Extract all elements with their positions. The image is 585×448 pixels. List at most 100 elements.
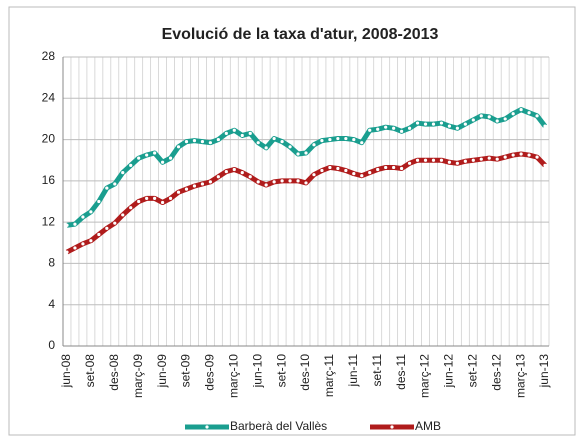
data-point (463, 122, 467, 126)
data-point (527, 111, 531, 115)
x-tick-label: març-11 (322, 354, 336, 397)
data-point (495, 119, 499, 123)
data-point (439, 121, 444, 125)
data-point (65, 223, 69, 227)
x-tick-label: des-10 (298, 354, 312, 391)
data-point (240, 133, 244, 138)
data-point (224, 169, 228, 174)
data-point (455, 161, 459, 165)
data-point (368, 128, 372, 132)
y-tick-label: 0 (48, 338, 55, 352)
data-point (105, 226, 109, 230)
data-point (264, 183, 268, 187)
data-point (352, 137, 356, 142)
data-point (81, 215, 85, 219)
data-point (288, 179, 292, 183)
data-point (463, 159, 467, 163)
y-tick-label: 24 (42, 90, 56, 104)
x-tick-label: jun-13 (537, 354, 551, 389)
x-tick-label: març-12 (418, 354, 432, 398)
data-point (272, 180, 276, 184)
data-point (455, 126, 459, 130)
y-tick-label: 4 (48, 297, 55, 311)
data-point (296, 179, 300, 183)
data-point (423, 122, 428, 126)
data-point (439, 158, 444, 162)
data-point (232, 167, 236, 172)
data-point (208, 180, 212, 184)
data-point (471, 158, 475, 162)
data-point (192, 139, 197, 143)
data-point (407, 126, 412, 130)
data-point (543, 163, 547, 167)
legend-marker (205, 425, 209, 429)
data-point (320, 168, 324, 173)
data-point (176, 145, 181, 149)
legend-marker (390, 425, 394, 429)
data-point (137, 199, 141, 204)
x-tick-label: jun-10 (250, 354, 264, 389)
data-point (407, 161, 412, 165)
data-point (129, 163, 133, 167)
data-point (328, 165, 332, 170)
data-point (73, 222, 77, 226)
data-point (216, 175, 220, 179)
data-point (184, 140, 189, 144)
data-point (336, 136, 340, 141)
x-tick-label: set-12 (465, 354, 479, 388)
data-point (328, 137, 332, 142)
data-point (312, 173, 316, 177)
data-point (153, 196, 157, 201)
data-point (200, 182, 205, 186)
data-point (304, 181, 308, 185)
data-point (352, 172, 356, 176)
data-point (240, 171, 244, 175)
x-tick-label: set-09 (179, 354, 193, 388)
data-point (65, 250, 69, 254)
y-tick-label: 16 (42, 173, 56, 187)
data-point (200, 140, 205, 144)
x-tick-label: des-12 (489, 354, 503, 391)
data-point (392, 165, 396, 170)
data-point (113, 221, 117, 225)
data-point (89, 210, 93, 214)
y-tick-label: 20 (42, 132, 56, 146)
legend-label: Barberà del Vallès (230, 419, 327, 433)
data-point (160, 160, 165, 164)
data-point (543, 124, 547, 128)
data-point (145, 196, 149, 201)
y-tick-label: 28 (42, 49, 56, 63)
data-point (184, 187, 189, 191)
data-point (256, 180, 260, 184)
data-point (320, 139, 324, 143)
data-point (105, 186, 109, 190)
data-point (495, 157, 499, 161)
data-point (129, 206, 133, 210)
data-point (479, 157, 483, 161)
data-point (503, 117, 507, 121)
data-point (176, 190, 181, 194)
data-point (248, 175, 252, 179)
x-tick-label: març-10 (226, 354, 240, 398)
data-point (248, 131, 252, 135)
x-tick-label: març-09 (131, 354, 145, 398)
data-point (97, 199, 101, 204)
data-point (280, 179, 284, 183)
x-tick-label: set-08 (83, 354, 97, 388)
data-point (224, 131, 228, 135)
data-point (81, 242, 85, 246)
data-point (431, 122, 436, 126)
data-point (487, 115, 491, 119)
data-point (97, 232, 101, 237)
data-point (168, 196, 173, 201)
data-point (137, 156, 141, 160)
data-point (479, 114, 483, 118)
data-point (376, 127, 380, 131)
data-point (121, 213, 125, 217)
x-tick-label: des-11 (394, 354, 408, 390)
y-tick-label: 8 (48, 256, 55, 270)
data-point (232, 128, 236, 132)
x-tick-label: jun-08 (59, 354, 73, 389)
data-point (288, 145, 292, 149)
